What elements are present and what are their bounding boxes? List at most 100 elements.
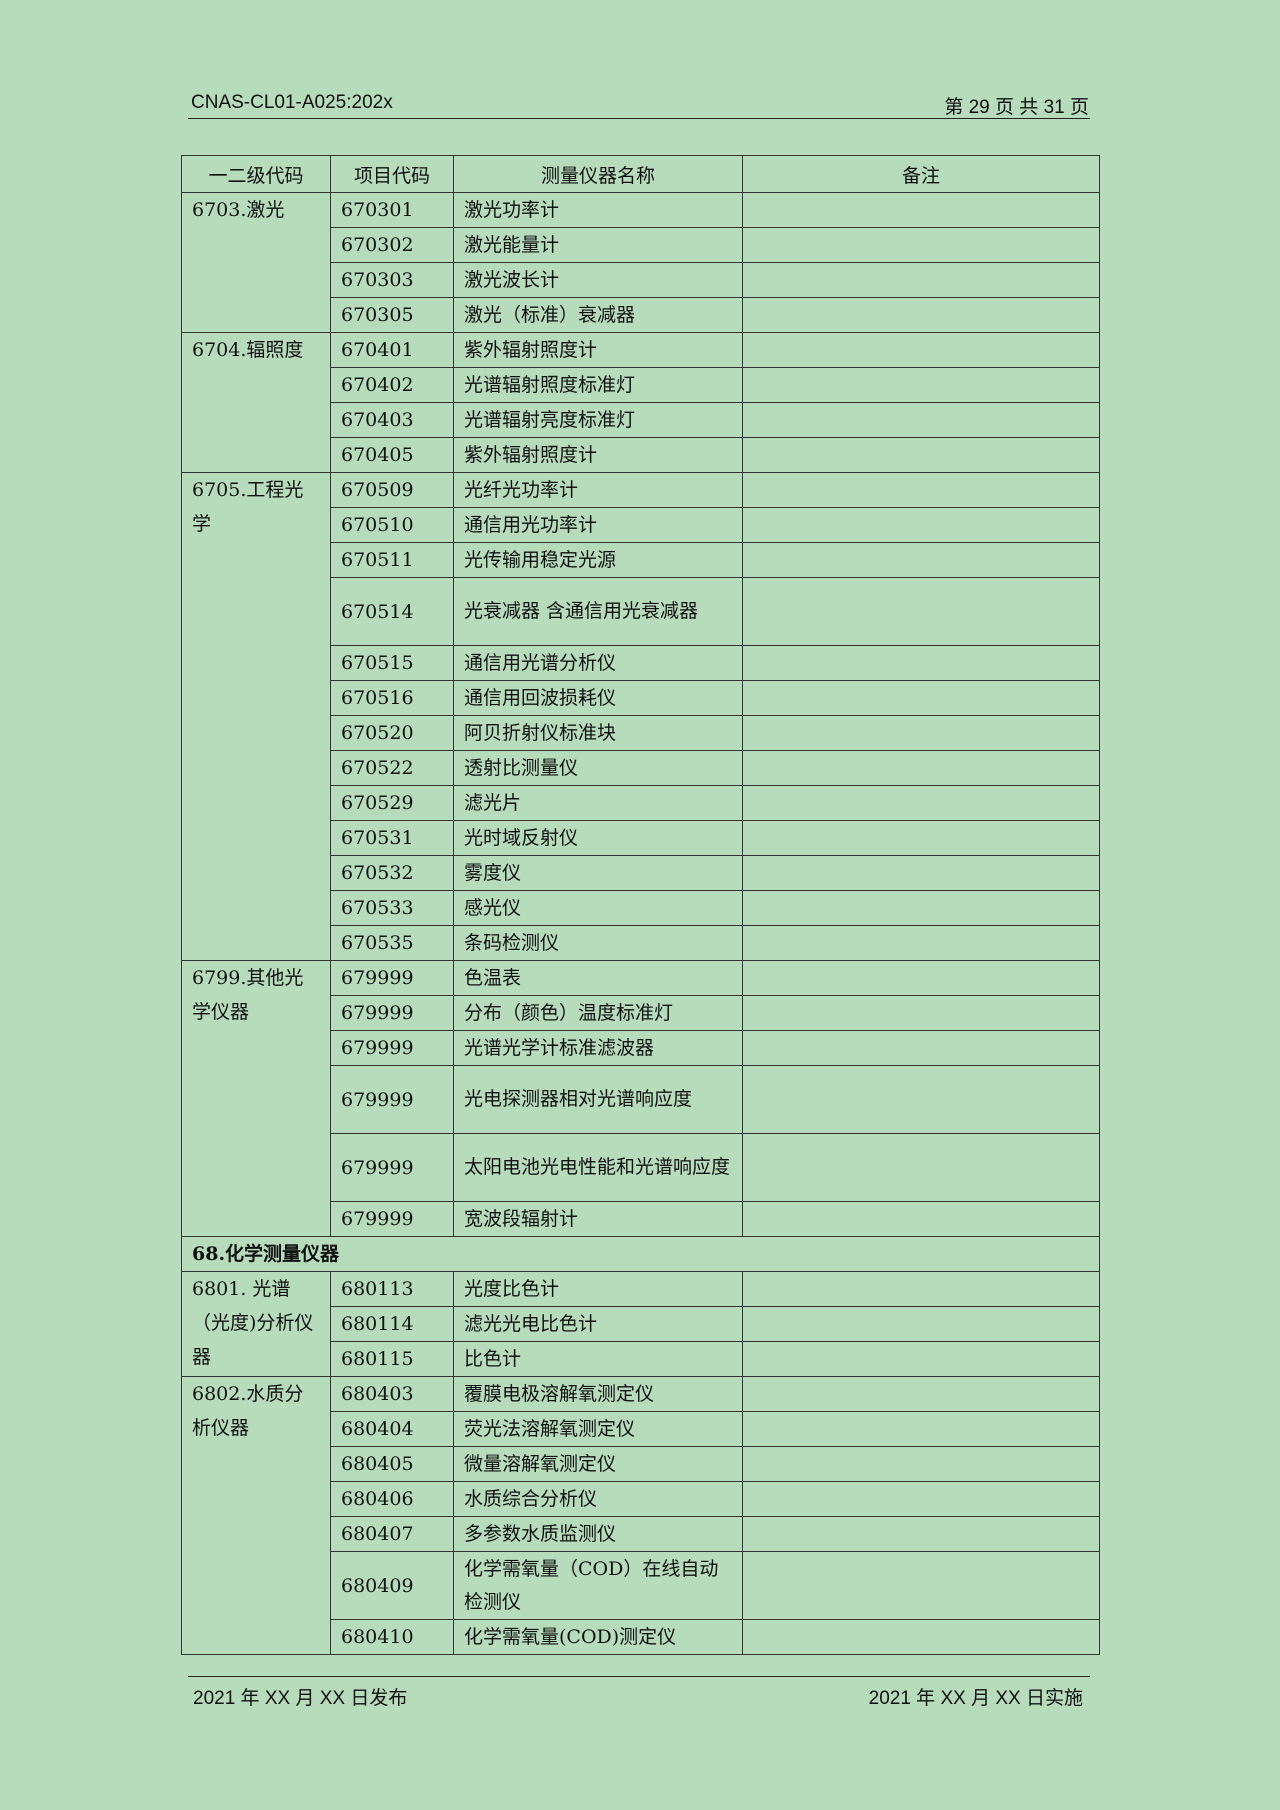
instrument-name-cell: 雾度仪 <box>453 855 743 891</box>
remarks-cell <box>742 402 1100 438</box>
item-code-cell: 670529 <box>330 785 454 821</box>
table-row: 670516 通信用回波损耗仪 <box>182 680 1100 716</box>
table-row: 679999 太阳电池光电性能和光谱响应度 <box>182 1133 1100 1202</box>
item-code-cell: 670522 <box>330 750 454 786</box>
table-row: 680405 微量溶解氧测定仪 <box>182 1446 1100 1482</box>
remarks-cell <box>742 1481 1100 1517</box>
instrument-name-cell: 光度比色计 <box>453 1271 743 1307</box>
instrument-name-cell: 化学需氧量(COD)测定仪 <box>453 1619 743 1655</box>
table-row: 6801. 光谱（光度)分析仪器 680113 光度比色计 <box>181 1271 1100 1377</box>
item-code-cell: 679999 <box>330 995 454 1031</box>
table-row: 670403 光谱辐射亮度标准灯 <box>182 402 1100 438</box>
publish-date: 2021 年 XX 月 XX 日发布 <box>193 1688 408 1709</box>
item-code-cell: 670509 <box>330 472 454 508</box>
section-row: 68.化学测量仪器 <box>181 1236 1100 1272</box>
item-code-cell: 670532 <box>330 855 454 891</box>
instrument-name-cell: 激光功率计 <box>453 192 743 228</box>
instrument-name-cell: 多参数水质监测仪 <box>453 1516 743 1552</box>
remarks-cell <box>742 1619 1100 1655</box>
remarks-cell <box>742 1030 1100 1066</box>
item-code-cell: 670533 <box>330 890 454 926</box>
remarks-cell <box>742 820 1100 856</box>
remarks-cell <box>742 262 1100 298</box>
category-code-cell: 6704.辐照度 <box>181 332 331 473</box>
table-row: 679999 宽波段辐射计 <box>182 1201 1100 1237</box>
instrument-name-cell: 激光能量计 <box>453 227 743 263</box>
item-code-cell: 670303 <box>330 262 454 298</box>
item-code-cell: 679999 <box>330 1133 454 1202</box>
table-row: 670535 条码检测仪 <box>182 925 1100 961</box>
remarks-cell <box>742 227 1100 263</box>
item-code-cell: 670302 <box>330 227 454 263</box>
instrument-name-cell: 通信用光功率计 <box>453 507 743 543</box>
category-code-cell: 6802.水质分析仪器 <box>181 1376 331 1655</box>
instrument-name-cell: 紫外辐射照度计 <box>453 332 743 368</box>
table-row: 6703.激光 670301 激光功率计 <box>181 192 1100 333</box>
instrument-name-cell: 光时域反射仪 <box>453 820 743 856</box>
remarks-cell <box>742 1133 1100 1202</box>
category-code-cell: 6799.其他光学仪器 <box>181 960 331 1237</box>
remarks-cell <box>742 1065 1100 1134</box>
instrument-name-cell: 光谱光学计标准滤波器 <box>453 1030 743 1066</box>
remarks-cell <box>742 785 1100 821</box>
instrument-name-cell: 阿贝折射仪标准块 <box>453 715 743 751</box>
column-header: 一二级代码 <box>181 155 331 193</box>
instrument-name-cell: 透射比测量仪 <box>453 750 743 786</box>
item-code-cell: 679999 <box>330 960 454 996</box>
table-row: 670302 激光能量计 <box>182 227 1100 263</box>
remarks-cell <box>742 1271 1100 1307</box>
instrument-name-cell: 光纤光功率计 <box>453 472 743 508</box>
item-code-cell: 670402 <box>330 367 454 403</box>
instrument-name-cell: 宽波段辐射计 <box>453 1201 743 1237</box>
item-code-cell: 670301 <box>330 192 454 228</box>
instrument-name-cell: 水质综合分析仪 <box>453 1481 743 1517</box>
table-row: 6802.水质分析仪器 680403 覆膜电极溶解氧测定仪 <box>181 1376 1100 1655</box>
instrument-name-cell: 激光波长计 <box>453 262 743 298</box>
table-row: 670402 光谱辐射照度标准灯 <box>182 367 1100 403</box>
instrument-name-cell: 光谱辐射亮度标准灯 <box>453 402 743 438</box>
column-header: 测量仪器名称 <box>453 155 743 193</box>
remarks-cell <box>742 1411 1100 1447</box>
instrument-name-cell: 荧光法溶解氧测定仪 <box>453 1411 743 1447</box>
table-row: 670303 激光波长计 <box>182 262 1100 298</box>
item-code-cell: 670531 <box>330 820 454 856</box>
table-row: 670405 紫外辐射照度计 <box>182 437 1100 473</box>
section-title: 68.化学测量仪器 <box>181 1236 1100 1272</box>
item-code-cell: 679999 <box>330 1201 454 1237</box>
item-code-cell: 670510 <box>330 507 454 543</box>
instrument-name-cell: 微量溶解氧测定仪 <box>453 1446 743 1482</box>
remarks-cell <box>742 960 1100 996</box>
table-row: 6704.辐照度 670401 紫外辐射照度计 <box>181 332 1100 473</box>
instrument-name-cell: 通信用光谱分析仪 <box>453 645 743 681</box>
table-row: 680406 水质综合分析仪 <box>182 1481 1100 1517</box>
table-row: 670531 光时域反射仪 <box>182 820 1100 856</box>
column-header: 项目代码 <box>330 155 454 193</box>
instrument-name-cell: 分布（颜色）温度标准灯 <box>453 995 743 1031</box>
instrument-name-cell: 条码检测仪 <box>453 925 743 961</box>
instrument-name-cell: 光衰减器 含通信用光衰减器 <box>453 577 743 646</box>
table-row: 680409 化学需氧量（COD）在线自动检测仪 <box>182 1551 1100 1620</box>
remarks-cell <box>742 855 1100 891</box>
implement-date: 2021 年 XX 月 XX 日实施 <box>868 1688 1083 1709</box>
table-row: 680410 化学需氧量(COD)测定仪 <box>182 1619 1100 1655</box>
table-row: 670522 透射比测量仪 <box>182 750 1100 786</box>
instrument-name-cell: 通信用回波损耗仪 <box>453 680 743 716</box>
remarks-cell <box>742 890 1100 926</box>
remarks-cell <box>742 995 1100 1031</box>
remarks-cell <box>742 1341 1100 1377</box>
item-code-cell: 670405 <box>330 437 454 473</box>
item-code-cell: 670511 <box>330 542 454 578</box>
column-header: 备注 <box>742 155 1100 193</box>
instrument-name-cell: 化学需氧量（COD）在线自动检测仪 <box>453 1551 743 1620</box>
remarks-cell <box>742 332 1100 368</box>
instrument-name-cell: 滤光光电比色计 <box>453 1306 743 1342</box>
table-row: 670510 通信用光功率计 <box>182 507 1100 543</box>
remarks-cell <box>742 1516 1100 1552</box>
item-code-cell: 670305 <box>330 297 454 333</box>
item-code-cell: 680403 <box>330 1376 454 1412</box>
instrument-name-cell: 光电探测器相对光谱响应度 <box>453 1065 743 1134</box>
item-code-cell: 680114 <box>330 1306 454 1342</box>
instrument-name-cell: 色温表 <box>453 960 743 996</box>
table-row: 6799.其他光学仪器 679999 色温表 <box>181 960 1100 1237</box>
item-code-cell: 670516 <box>330 680 454 716</box>
